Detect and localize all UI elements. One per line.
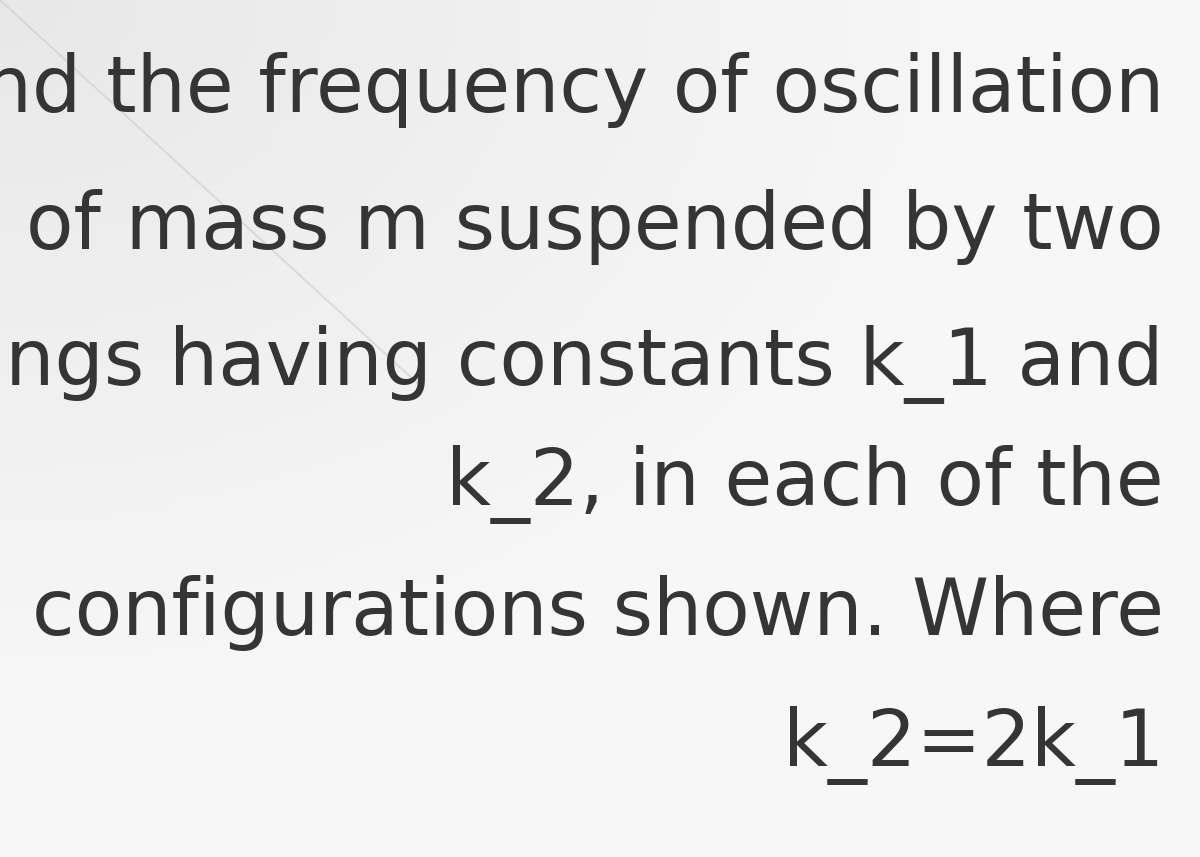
Text: Find the frequency of oscillation: Find the frequency of oscillation <box>0 52 1164 128</box>
Text: springs having constants k_1 and: springs having constants k_1 and <box>0 325 1164 404</box>
Text: configurations shown. Where: configurations shown. Where <box>32 575 1164 650</box>
Text: k_2=2k_1: k_2=2k_1 <box>782 706 1164 785</box>
Text: k_2, in each of the: k_2, in each of the <box>446 445 1164 524</box>
Text: of mass m suspended by two: of mass m suspended by two <box>26 189 1164 265</box>
